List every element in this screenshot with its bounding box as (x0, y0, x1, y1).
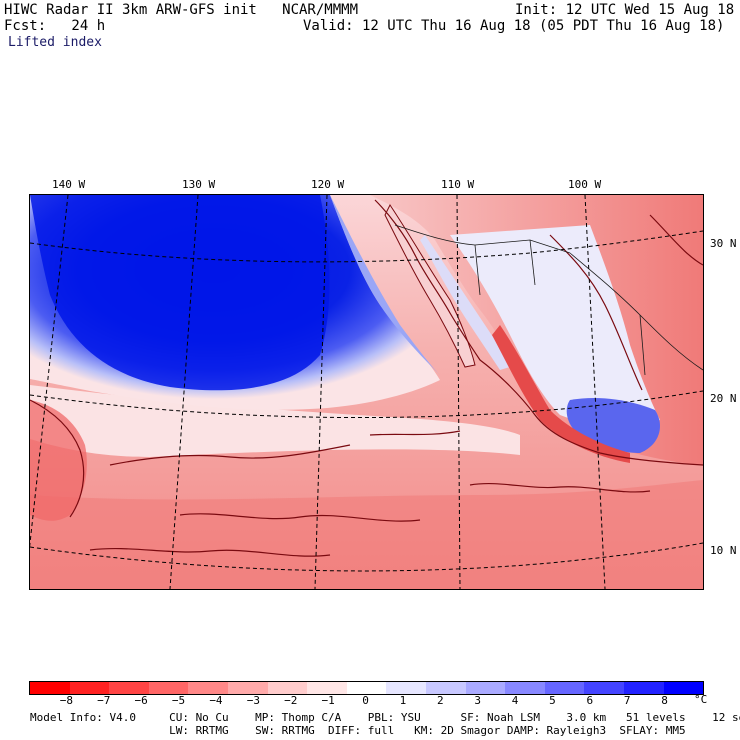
colorbar-bin (386, 682, 426, 694)
mexican-plateau (450, 225, 660, 427)
forecast-hour: Fcst: 24 h (4, 18, 106, 34)
colorbar-bin (346, 682, 387, 694)
lon-label-100w: 100 W (568, 178, 602, 191)
model-info-line-1: Model Info: V4.0 CU: No Cu MP: Thomp C/A… (30, 711, 740, 724)
colorbar-bin (623, 682, 664, 694)
graticule (30, 195, 703, 589)
colorbar-bin (307, 682, 347, 694)
colorbar-tick: 5 (549, 694, 556, 707)
transition-band (30, 385, 520, 457)
lat-label-30n: 30 N (710, 237, 737, 250)
colorbar-tick: −1 (321, 694, 335, 707)
colorbar-tick: −5 (171, 694, 186, 707)
colorbar-bin (663, 682, 704, 694)
colorbar-bin (544, 682, 585, 694)
deep-unstable-core (30, 195, 330, 391)
lifted-index-map (29, 194, 704, 590)
map-canvas (30, 195, 703, 589)
colorbar-bin (465, 682, 506, 694)
colorbar-tick: 8 (661, 694, 668, 707)
colorbar-bin (505, 682, 545, 694)
colorbar-tick: 4 (511, 694, 519, 707)
colorbar-tick: −3 (246, 694, 260, 707)
colorbar-tick: −6 (134, 694, 148, 707)
model-title: HIWC Radar II 3km ARW-GFS init NCAR/MMMM (4, 2, 359, 18)
colorbar-tick: −2 (284, 694, 298, 707)
model-info-line-2: LW: RRTMG SW: RRTMG DIFF: full KM: 2D Sm… (30, 724, 686, 737)
colorbar-tick: 0 (362, 694, 369, 707)
colorbar-bin (148, 682, 189, 694)
coastline-contours (30, 199, 703, 557)
colorbar-tick: 7 (623, 694, 631, 707)
lifted-index-colorbar (29, 681, 704, 695)
colorbar-bin (109, 682, 149, 694)
lat-label-20n: 20 N (710, 392, 737, 405)
colorbar-tick: 3 (474, 694, 481, 707)
western-stable-blob (30, 400, 87, 521)
colorbar-bin (425, 682, 466, 694)
lon-label-140w: 140 W (52, 178, 86, 191)
colorbar-tick: 2 (436, 694, 444, 707)
init-time: Init: 12 UTC Wed 15 Aug 18 (515, 2, 735, 18)
sierra-madre-band (492, 325, 630, 463)
gulf-of-california (420, 235, 510, 370)
colorbar-bin (69, 682, 110, 694)
field-name: Lifted index (8, 35, 102, 50)
lon-label-110w: 110 W (441, 178, 475, 191)
colorbar-bin (188, 682, 228, 694)
colorbar-tick: −8 (59, 694, 73, 707)
lon-label-120w: 120 W (311, 178, 345, 191)
baja-peninsula (384, 204, 476, 368)
southern-stable-zone (30, 480, 703, 589)
lat-label-10n: 10 N (710, 544, 737, 557)
colorbar-bin (30, 682, 70, 694)
colorbar-bin (267, 682, 308, 694)
colorbar-bin (227, 682, 268, 694)
political-borders (394, 224, 703, 376)
colorbar-tick: −4 (209, 694, 223, 707)
colorbar-tick: 6 (586, 694, 594, 707)
colorbar-bin (584, 682, 624, 694)
lon-label-130w: 130 W (182, 178, 216, 191)
valid-time: Valid: 12 UTC Thu 16 Aug 18 (05 PDT Thu … (303, 18, 725, 34)
colorbar-tick: 1 (399, 694, 407, 707)
colorbar-unit: °C (694, 693, 708, 706)
colorbar-tick: −7 (97, 694, 111, 707)
